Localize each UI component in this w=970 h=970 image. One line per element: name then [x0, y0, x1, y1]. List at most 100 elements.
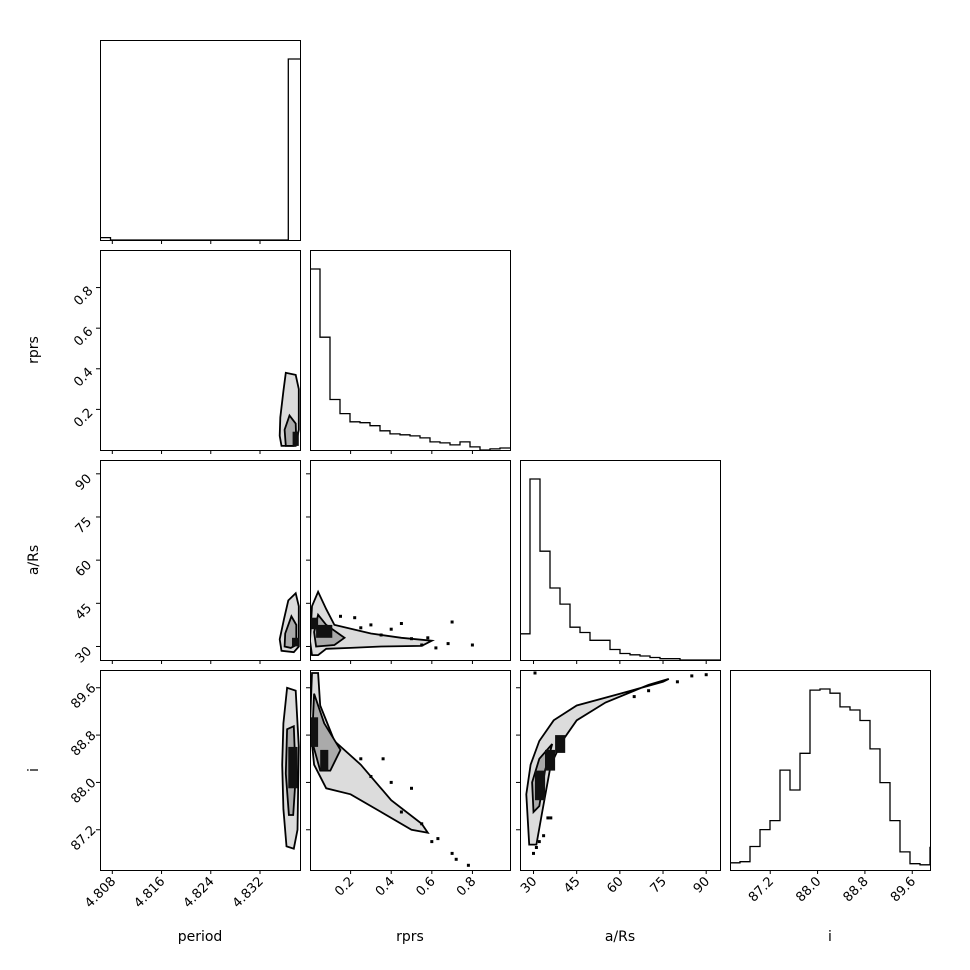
y-tick-label-a-rs: 60	[73, 558, 95, 580]
density-block	[310, 617, 319, 630]
y-tick-label-rprs: 0.6	[71, 324, 96, 349]
sample-point	[369, 775, 373, 778]
panel-period-vs-rprs	[278, 371, 300, 447]
sample-point	[549, 816, 553, 820]
sample-point	[430, 840, 434, 844]
sample-point	[420, 822, 424, 826]
x-tick-label-period: 4.824	[181, 874, 218, 911]
sample-point	[434, 646, 438, 650]
panel-frame	[100, 460, 301, 661]
sample-point	[647, 689, 651, 693]
sample-point	[450, 851, 454, 855]
sample-point	[389, 780, 393, 784]
density-block	[292, 637, 299, 647]
y-tick-label-i: 89.6	[68, 681, 99, 712]
x-tick-label-i: 88.8	[841, 874, 872, 905]
sample-point	[446, 642, 450, 646]
sample-point	[632, 695, 636, 699]
histogram-a-rs	[520, 478, 720, 661]
sample-point	[704, 673, 708, 677]
panel-rprs-vs-i	[310, 672, 470, 867]
x-tick-label-rprs: 0.4	[373, 874, 398, 899]
y-axis-label-i: i	[26, 768, 42, 772]
x-axis-label-i: i	[828, 929, 832, 945]
sample-point	[353, 616, 357, 620]
density-block	[320, 749, 329, 771]
y-tick-label-rprs: 0.4	[71, 365, 96, 390]
sample-point	[399, 810, 403, 814]
x-tick-label-i: 89.6	[888, 874, 919, 905]
sample-point	[369, 623, 373, 627]
x-tick-label-a-rs: 45	[561, 874, 583, 896]
sample-point	[379, 633, 383, 637]
x-tick-label-rprs: 0.6	[413, 874, 438, 899]
x-tick-label-period: 4.832	[230, 874, 267, 911]
x-tick-label-a-rs: 30	[518, 874, 540, 896]
x-axis-label-rprs: rprs	[396, 929, 424, 945]
sample-point	[399, 622, 403, 625]
sample-point	[534, 846, 538, 849]
panel-frame	[730, 670, 931, 871]
sample-point	[436, 837, 440, 841]
sample-point	[466, 863, 470, 867]
contour-level-1	[525, 678, 670, 846]
panel-frame	[100, 40, 301, 241]
panel-frame	[520, 460, 721, 661]
sample-point	[454, 857, 458, 861]
sample-point	[381, 757, 385, 761]
density-block	[288, 746, 298, 789]
y-tick-label-i: 88.8	[68, 728, 99, 759]
x-tick-label-i: 88.0	[793, 874, 824, 905]
sample-point	[359, 757, 363, 761]
sample-point	[470, 643, 474, 647]
panel-frame	[310, 250, 511, 451]
x-tick-label-period: 4.808	[82, 874, 119, 911]
y-tick-label-rprs: 0.2	[71, 406, 96, 431]
sample-point	[542, 834, 546, 838]
y-tick-label-i: 87.2	[68, 823, 99, 854]
sample-point	[420, 643, 424, 647]
panel-period-vs-a-rs	[278, 591, 300, 654]
panel-frame	[310, 460, 511, 661]
x-tick-label-rprs: 0.8	[454, 874, 479, 899]
panel-rprs-vs-a-rs	[310, 589, 474, 656]
sample-point	[450, 620, 454, 624]
y-tick-label-a-rs: 45	[73, 601, 95, 623]
panel-frame	[520, 670, 721, 871]
sample-point	[426, 636, 430, 640]
panel-period-vs-i	[281, 686, 300, 850]
density-block	[292, 431, 299, 446]
x-axis-label-a-rs: a/Rs	[605, 929, 635, 945]
x-tick-label-a-rs: 60	[604, 874, 626, 896]
panel-frame	[100, 670, 301, 871]
x-tick-label-period: 4.816	[131, 874, 168, 911]
density-block	[555, 735, 566, 753]
x-tick-label-a-rs: 75	[648, 874, 670, 896]
sample-point	[690, 674, 694, 678]
x-tick-label-a-rs: 90	[691, 874, 713, 896]
sample-point	[389, 627, 393, 631]
x-axis-label-period: period	[178, 929, 223, 945]
y-tick-label-a-rs: 75	[73, 515, 95, 537]
panel-frame	[100, 250, 301, 451]
sample-point	[359, 626, 363, 630]
histogram-period	[100, 58, 300, 241]
x-tick-label-rprs: 0.2	[332, 874, 357, 899]
density-block	[310, 717, 319, 747]
x-tick-label-i: 87.2	[746, 874, 777, 905]
y-tick-label-i: 88.0	[68, 776, 99, 807]
y-axis-label-a-rs: a/Rs	[26, 545, 42, 575]
y-tick-label-rprs: 0.8	[71, 284, 96, 309]
y-tick-label-a-rs: 90	[73, 471, 95, 493]
sample-point	[533, 671, 537, 675]
sample-point	[537, 840, 541, 844]
histogram-rprs	[310, 268, 510, 451]
sample-point	[410, 637, 413, 641]
y-tick-label-a-rs: 30	[73, 644, 95, 666]
y-axis-label-rprs: rprs	[26, 336, 42, 364]
density-block	[316, 624, 333, 638]
sample-point	[532, 851, 535, 855]
panel-frame	[310, 670, 511, 871]
sample-point	[410, 786, 413, 790]
